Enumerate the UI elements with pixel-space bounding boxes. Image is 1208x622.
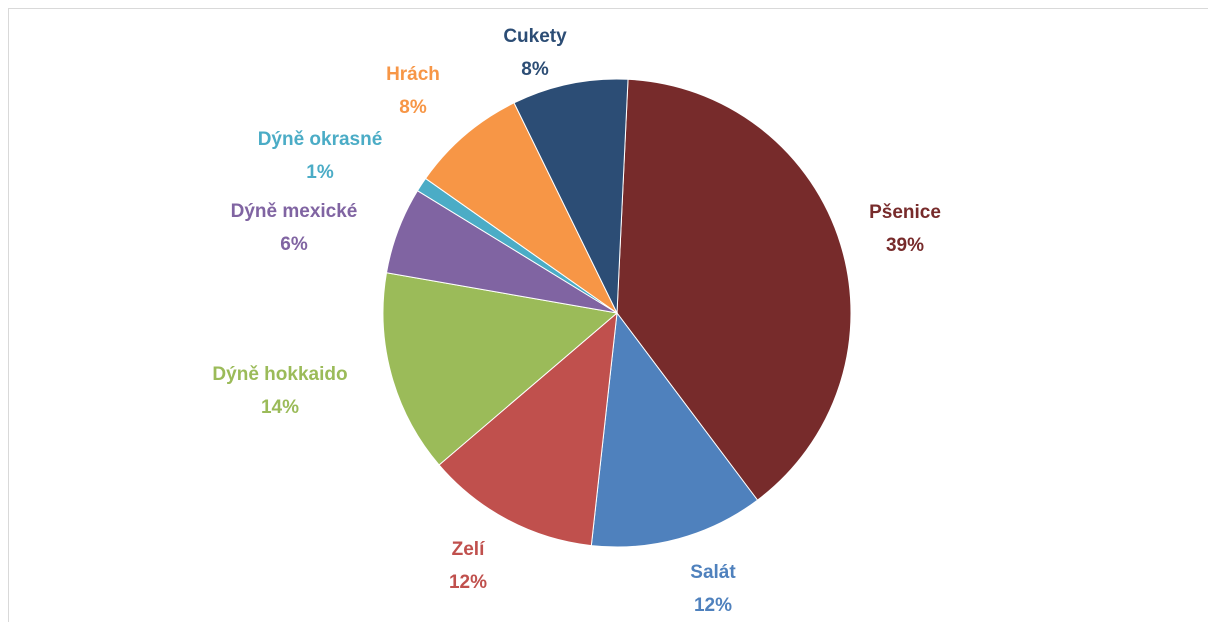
slice-value-label: 1%	[306, 162, 334, 183]
slice-value-label: 8%	[521, 59, 549, 80]
pie-slice	[382, 272, 619, 466]
pie-slice	[616, 78, 852, 501]
chart-border	[8, 8, 1208, 622]
slice-label: Zelí	[452, 539, 485, 560]
slice-label: Dýně hokkaido	[212, 364, 347, 385]
pie-slice	[438, 311, 618, 547]
slice-label: Dýně mexické	[231, 201, 358, 222]
slice-value-label: 8%	[399, 97, 427, 118]
slice-label: Cukety	[503, 26, 567, 47]
slice-label: Salát	[690, 562, 736, 583]
pie-slice	[424, 102, 618, 314]
slice-value-label: 12%	[694, 595, 732, 616]
slice-value-label: 12%	[449, 572, 487, 593]
slice-label: Dýně okrasné	[258, 129, 383, 150]
slice-label: Hrách	[386, 64, 440, 85]
slice-value-label: 39%	[886, 235, 924, 256]
slice-label: Pšenice	[869, 202, 941, 223]
slice-value-label: 14%	[261, 397, 299, 418]
pie-slice	[513, 78, 629, 314]
pie-slice	[590, 311, 759, 548]
slice-value-label: 6%	[280, 234, 308, 255]
